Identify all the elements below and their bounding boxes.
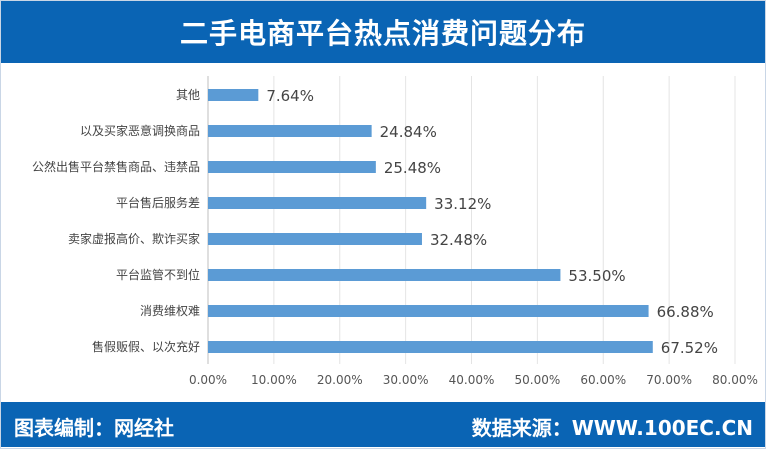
data-label: 7.64% — [266, 87, 314, 105]
data-label: 33.12% — [434, 195, 491, 213]
chart-credit: 图表编制：网经社 — [14, 416, 174, 440]
data-label: 67.52% — [661, 339, 718, 357]
bar — [208, 197, 427, 209]
category-label: 平台售后服务差 — [116, 195, 200, 210]
data-source: 数据来源：WWW.100EC.CN — [471, 416, 753, 440]
bar — [208, 341, 653, 353]
bar — [208, 269, 561, 281]
category-label: 平台监管不到位 — [116, 267, 200, 282]
category-label: 以及买家恶意调换商品 — [80, 123, 200, 138]
data-label: 66.88% — [657, 303, 714, 321]
bar — [208, 233, 422, 245]
bar-chart: 0.00% 10.00% 20.00% 30.00% 40.00% 50.00% 60.00… — [32, 76, 758, 387]
chart-title: 二手电商平台热点消费问题分布 — [179, 17, 586, 50]
data-label: 24.84% — [380, 123, 437, 141]
category-label: 消费维权难 — [140, 304, 200, 318]
x-tick-label: 60.00% — [580, 373, 626, 387]
data-label: 25.48% — [384, 159, 441, 177]
category-label: 卖家虚报高价、欺诈买家 — [68, 231, 200, 246]
bar — [208, 125, 372, 137]
data-label: 53.50% — [568, 267, 625, 285]
data-label: 32.48% — [430, 231, 487, 249]
x-tick-label: 80.00% — [712, 373, 758, 387]
x-tick-label: 10.00% — [251, 373, 297, 387]
category-label: 公然出售平台禁售商品、违禁品 — [32, 159, 200, 174]
title-banner: 二手电商平台热点消费问题分布 — [1, 1, 765, 63]
category-label: 其他 — [176, 88, 200, 102]
bar — [208, 89, 259, 101]
bar — [208, 161, 376, 173]
x-tick-label: 30.00% — [383, 373, 429, 387]
x-tick-label: 40.00% — [449, 373, 495, 387]
x-tick-label: 50.00% — [514, 373, 560, 387]
x-tick-label: 70.00% — [646, 373, 692, 387]
footer-banner: 图表编制：网经社 数据来源：WWW.100EC.CN — [1, 402, 765, 447]
category-label: 售假贩假、以次充好 — [92, 339, 200, 354]
bar — [208, 305, 649, 317]
x-tick-label: 20.00% — [317, 373, 363, 387]
x-tick-label: 0.00% — [189, 373, 227, 387]
